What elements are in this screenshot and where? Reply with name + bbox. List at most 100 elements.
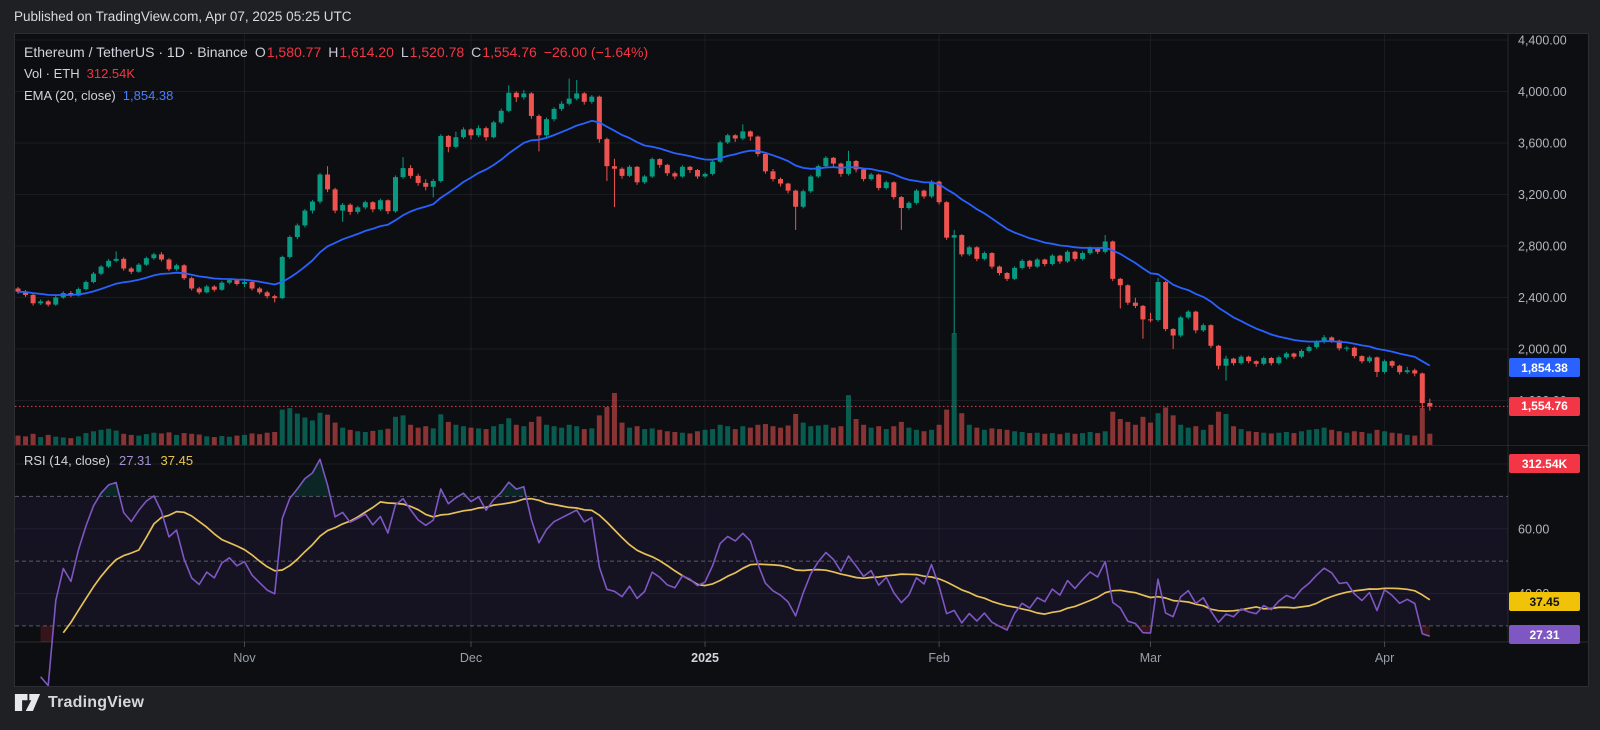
candle-body xyxy=(264,292,270,297)
candle-body xyxy=(1215,345,1221,366)
candle-body xyxy=(1299,350,1304,357)
volume-bar xyxy=(136,435,142,445)
candle-body xyxy=(415,175,421,183)
tradingview-logo[interactable]: TradingView xyxy=(14,692,144,713)
volume-bar xyxy=(747,427,753,445)
candle-body xyxy=(513,92,519,98)
volume-bar xyxy=(1306,429,1312,445)
volume-bar xyxy=(340,427,346,445)
candle-body xyxy=(1374,357,1380,372)
candle-body xyxy=(944,202,950,238)
volume-bar xyxy=(1080,433,1086,445)
chart-widget: 4,400.00 4,000.00 3,600.00 3,200.00 2,800.00… xyxy=(14,33,1589,687)
candle-body xyxy=(491,122,497,138)
candle-body xyxy=(45,301,51,305)
candle-body xyxy=(1223,358,1229,366)
volume-bar xyxy=(1314,429,1320,445)
volume-bar xyxy=(1366,433,1372,445)
candle-body xyxy=(1208,325,1214,346)
volume-bar xyxy=(476,428,482,445)
price-axis-label: 2,000.00 xyxy=(1518,343,1567,357)
candle-body xyxy=(732,135,738,139)
volume-bar xyxy=(158,433,164,445)
candle-body xyxy=(287,236,293,257)
volume-bar xyxy=(355,431,361,445)
candle-body xyxy=(891,182,897,198)
candle-body xyxy=(1283,353,1289,358)
candle-body xyxy=(793,190,799,207)
candle-body xyxy=(997,266,1002,274)
volume-bar xyxy=(75,436,81,445)
candle-body xyxy=(468,129,474,136)
candle-body xyxy=(249,282,255,289)
volume-bar xyxy=(408,424,414,445)
candle-body xyxy=(1397,365,1403,373)
candle-body xyxy=(1314,341,1320,348)
candle-body xyxy=(1125,285,1131,303)
candle-body xyxy=(1329,337,1335,341)
volume-bar xyxy=(936,424,942,445)
volume-bar xyxy=(1427,433,1433,445)
volume-bar xyxy=(717,424,723,445)
volume-bar xyxy=(679,432,685,445)
candle-body xyxy=(196,288,202,293)
volume-bar xyxy=(664,431,670,445)
volume-bar xyxy=(68,438,74,445)
candle-body xyxy=(657,159,663,165)
candle-body xyxy=(1404,370,1410,373)
candle-body xyxy=(619,168,625,176)
volume-bar xyxy=(45,434,51,445)
volume-bar xyxy=(1397,433,1403,445)
volume-bar xyxy=(1034,432,1040,445)
price-axis-label: 2,800.00 xyxy=(1518,240,1567,254)
volume-bar xyxy=(377,429,383,445)
volume-bar xyxy=(143,434,149,445)
volume-bar xyxy=(332,422,338,445)
volume-bar xyxy=(868,427,874,445)
volume-bar xyxy=(1148,422,1153,445)
candle-body xyxy=(1246,356,1252,362)
volume-bar xyxy=(98,429,104,445)
candle-body xyxy=(1261,358,1267,364)
rsi-ma-line xyxy=(62,497,1431,634)
candle-body xyxy=(362,202,368,208)
volume-bar xyxy=(1125,421,1131,445)
ema-line xyxy=(17,119,1431,367)
candle-body xyxy=(83,282,89,290)
candle-body xyxy=(566,98,572,104)
candle-body xyxy=(1359,356,1365,362)
candle-body xyxy=(1366,357,1372,362)
volume-bar xyxy=(974,427,980,445)
volume-bar xyxy=(649,428,655,445)
tradingview-logo-icon xyxy=(14,693,41,712)
price-chart[interactable]: 4,400.00 4,000.00 3,600.00 3,200.00 2,800.00… xyxy=(15,34,1588,686)
candle-body xyxy=(536,115,542,136)
price-axis-label: 2,400.00 xyxy=(1518,291,1567,305)
candle-body xyxy=(151,254,157,259)
candle-body xyxy=(483,128,489,138)
candle-body xyxy=(627,166,633,176)
candle-body xyxy=(725,135,731,143)
candle-body xyxy=(740,131,746,139)
ema-price-badge: 1,854.38 xyxy=(1509,358,1580,378)
candle-body xyxy=(1163,282,1169,330)
volume-bar xyxy=(898,421,904,445)
candle-body xyxy=(1064,251,1070,262)
candle-body xyxy=(377,200,383,210)
candle-body xyxy=(1004,273,1010,279)
volume-bar xyxy=(204,436,210,445)
publish-notice: Published on TradingView.com, Apr 07, 20… xyxy=(14,9,352,24)
volume-bar xyxy=(1299,431,1304,445)
candle-body xyxy=(1412,370,1418,374)
volume-bar xyxy=(362,431,368,445)
candle-body xyxy=(460,129,466,138)
volume-bar xyxy=(1223,413,1229,445)
candle-body xyxy=(559,103,565,109)
candle-body xyxy=(1427,402,1433,407)
volume-bar xyxy=(634,426,640,445)
candle-body xyxy=(913,190,919,203)
price-axis-label: 3,600.00 xyxy=(1518,137,1567,151)
candle-body xyxy=(332,189,338,211)
candle-body xyxy=(1087,247,1093,254)
candle-body xyxy=(611,166,617,169)
